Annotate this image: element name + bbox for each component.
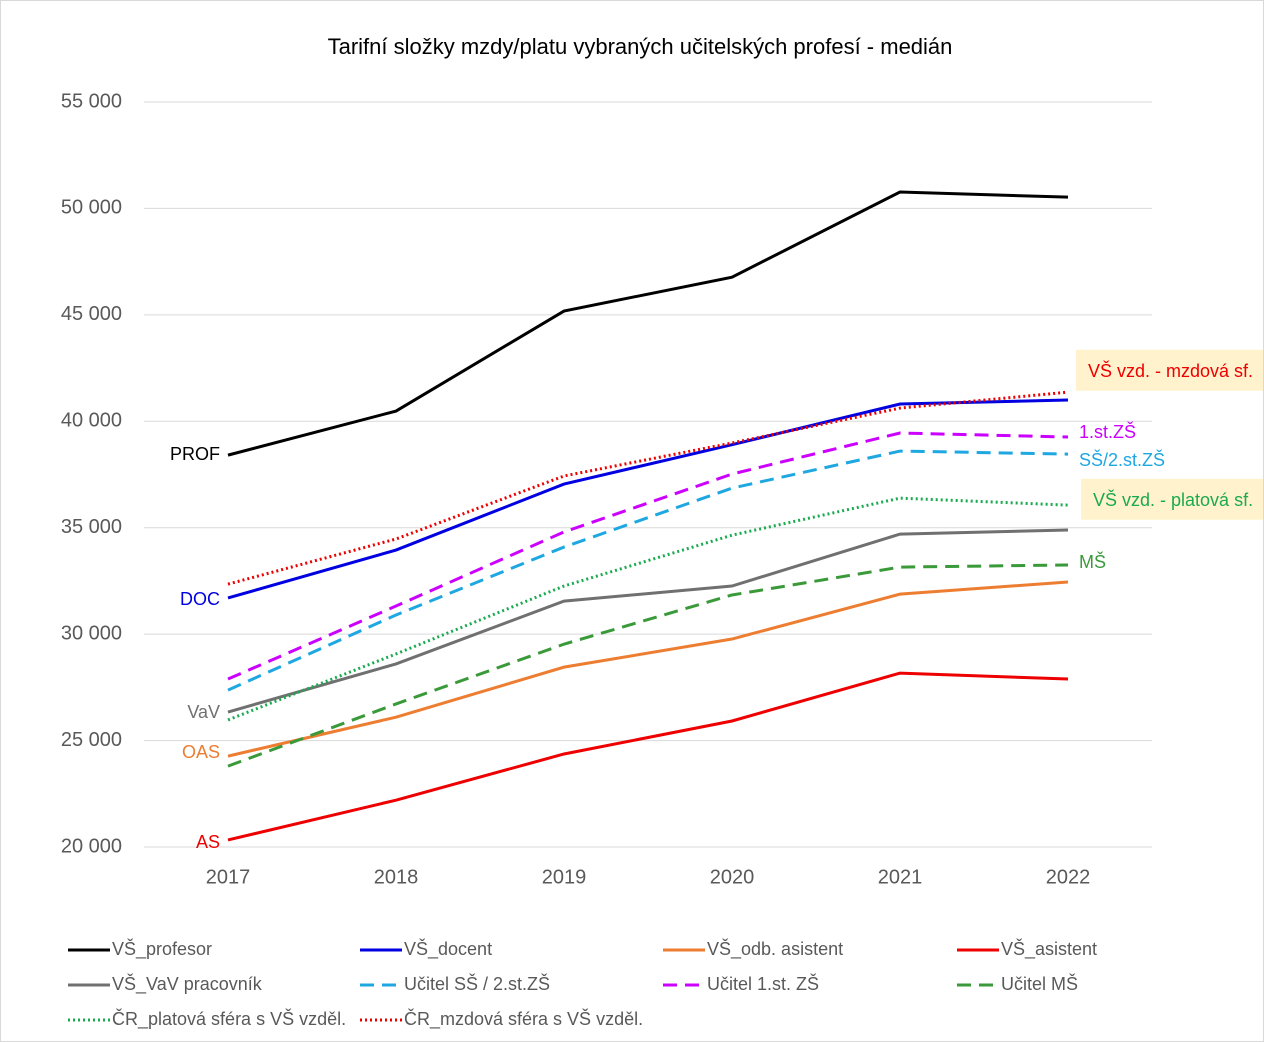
annotation-box (1081, 478, 1263, 520)
legend-label: Učitel MŠ (1001, 973, 1078, 994)
series-line (227, 496, 1069, 722)
x-tick-label: 2020 (710, 866, 755, 888)
y-tick-label: 25 000 (61, 729, 122, 751)
annotation: VŠ vzd. - platová sf. (1081, 478, 1263, 520)
annotation-text: SŠ/2.st.ZŠ (1079, 449, 1165, 470)
annotation: MŠ (1079, 551, 1106, 572)
y-tick-label: 30 000 (61, 622, 122, 644)
chart-title: Tarifní složky mzdy/platu vybraných učit… (328, 34, 953, 59)
annotation-text: PROF (170, 444, 220, 464)
annotation-text: VaV (187, 702, 220, 722)
legend-label: VŠ_VaV pracovník (112, 973, 263, 995)
series-line (227, 398, 1069, 600)
annotation-text: OAS (182, 742, 220, 762)
annotation-box (1076, 349, 1263, 391)
legend-label: VŠ_docent (404, 938, 492, 960)
legend-label: VŠ_asistent (1001, 938, 1097, 960)
legend-label: VŠ_odb. asistent (707, 938, 843, 960)
y-tick-label: 35 000 (61, 516, 122, 538)
annotation-text: AS (196, 832, 220, 852)
annotation: DOC (180, 589, 220, 609)
series-line (227, 563, 1069, 768)
annotation: 1.st.ZŠ (1079, 421, 1136, 442)
x-tick-label: 2018 (374, 866, 419, 888)
annotation-text: VŠ vzd. - mzdová sf. (1088, 360, 1253, 381)
y-tick-label: 20 000 (61, 835, 122, 857)
x-tick-label: 2021 (878, 866, 923, 888)
y-tick-label: 45 000 (61, 303, 122, 325)
legend-label: Učitel 1.st. ZŠ (707, 973, 819, 994)
y-tick-label: 40 000 (61, 410, 122, 432)
legend-label: VŠ_profesor (112, 938, 212, 960)
annotation: VŠ vzd. - mzdová sf. (1076, 349, 1263, 391)
x-tick-label: 2022 (1046, 866, 1091, 888)
annotation: VaV (187, 702, 220, 722)
legend-label: ČR_platová sféra s VŠ vzděl. (112, 1008, 346, 1030)
annotation: SŠ/2.st.ZŠ (1079, 449, 1165, 470)
annotation: OAS (182, 742, 220, 762)
annotation: PROF (170, 444, 220, 464)
annotation: AS (196, 832, 220, 852)
y-tick-label: 50 000 (61, 197, 122, 219)
series-line (227, 580, 1069, 758)
series-line (227, 671, 1069, 842)
x-tick-label: 2017 (206, 866, 251, 888)
series-line (227, 528, 1069, 714)
annotation-text: MŠ (1079, 551, 1106, 572)
annotation-text: 1.st.ZŠ (1079, 421, 1136, 442)
x-tick-label: 2019 (542, 866, 587, 888)
annotation-text: VŠ vzd. - platová sf. (1093, 489, 1253, 510)
y-tick-label: 55 000 (61, 90, 122, 112)
legend-label: Učitel SŠ / 2.st.ZŠ (404, 973, 550, 994)
annotation-text: DOC (180, 589, 220, 609)
legend-label: ČR_mzdová sféra s VŠ vzděl. (404, 1008, 643, 1030)
series-line (227, 190, 1069, 457)
